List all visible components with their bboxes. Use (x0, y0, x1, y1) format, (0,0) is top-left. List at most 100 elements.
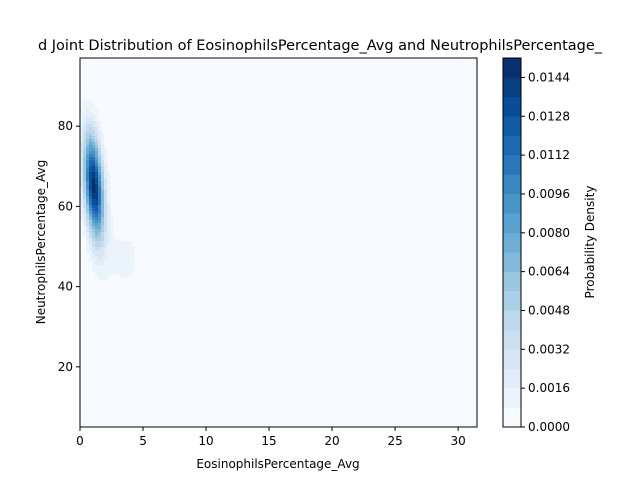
density-cell (83, 163, 87, 167)
density-cell (104, 154, 108, 158)
density-cell (89, 193, 93, 197)
density-cell (89, 256, 93, 260)
density-cell (83, 217, 87, 221)
density-cell (80, 118, 84, 122)
density-cell (83, 196, 87, 200)
density-cell (92, 205, 96, 209)
density-cell (98, 268, 102, 272)
density-cell (113, 271, 117, 275)
density-cell (95, 136, 99, 140)
density-cell (80, 211, 84, 215)
density-cell (80, 190, 84, 194)
density-cell (95, 247, 99, 251)
density-cell (95, 259, 99, 263)
density-cell (107, 172, 111, 176)
colorbar-band (503, 271, 521, 292)
density-cell (107, 223, 111, 227)
density-cell (131, 253, 135, 257)
density-cell (110, 226, 114, 230)
density-cell (95, 244, 99, 248)
density-cell (116, 271, 120, 275)
density-cell (101, 205, 105, 209)
colorbar-band (503, 349, 521, 370)
density-cell (101, 208, 105, 212)
density-cell (83, 211, 87, 215)
density-cell (89, 217, 93, 221)
density-cell (80, 157, 84, 161)
density-cell (101, 166, 105, 170)
density-cell (131, 259, 135, 263)
density-cell (122, 244, 126, 248)
density-cell (95, 271, 99, 275)
density-cell (98, 136, 102, 140)
density-cell (92, 160, 96, 164)
density-cell (83, 178, 87, 182)
density-cell (119, 241, 123, 245)
density-cell (86, 244, 90, 248)
density-cell (131, 250, 135, 254)
density-cell (101, 157, 105, 161)
density-cell (92, 154, 96, 158)
density-cell (83, 130, 87, 134)
density-cell (107, 196, 111, 200)
chart-title: d Joint Distribution of EosinophilsPerce… (38, 38, 603, 54)
density-cell (92, 241, 96, 245)
density-cell (95, 199, 99, 203)
density-cell (89, 259, 93, 263)
density-cell (107, 190, 111, 194)
density-cell (95, 268, 99, 272)
density-cell (128, 247, 132, 251)
density-cell (92, 196, 96, 200)
density-cell (116, 256, 120, 260)
density-cell (92, 184, 96, 188)
density-cell (107, 244, 111, 248)
density-cell (86, 118, 90, 122)
density-cell (101, 199, 105, 203)
density-cell (122, 253, 126, 257)
density-cell (92, 262, 96, 266)
density-cell (83, 229, 87, 233)
density-cell (104, 172, 108, 176)
density-cell (98, 253, 102, 257)
density-cell (83, 223, 87, 227)
density-cell (86, 163, 90, 167)
density-cell (83, 208, 87, 212)
density-cell (104, 271, 108, 275)
density-cell (80, 178, 84, 182)
density-cell (92, 259, 96, 263)
density-cell (98, 265, 102, 269)
density-cell (104, 244, 108, 248)
density-cell (104, 229, 108, 233)
density-cell (89, 157, 93, 161)
density-cell (80, 154, 84, 158)
density-cell (89, 106, 93, 110)
density-cell (104, 196, 108, 200)
density-cell (104, 178, 108, 182)
density-cell (107, 181, 111, 185)
density-cell (119, 268, 123, 272)
density-cell (104, 151, 108, 155)
density-cell (98, 154, 102, 158)
density-cell (101, 220, 105, 224)
density-cell (107, 205, 111, 209)
density-cell (95, 121, 99, 125)
density-cell (101, 265, 105, 269)
density-cell (116, 250, 120, 254)
density-cell (104, 199, 108, 203)
density-cell (98, 250, 102, 254)
density-cell (89, 220, 93, 224)
density-cell (104, 253, 108, 257)
density-cell (83, 166, 87, 170)
density-cell (89, 166, 93, 170)
density-cell (107, 220, 111, 224)
density-cell (80, 115, 84, 119)
density-cell (104, 259, 108, 263)
density-cell (86, 178, 90, 182)
density-cell (101, 238, 105, 242)
density-cell (110, 259, 114, 263)
density-cell (107, 259, 111, 263)
density-cell (98, 217, 102, 221)
density-cell (80, 145, 84, 149)
density-cell (89, 223, 93, 227)
colorbar-tick-label: 0.0000 (528, 420, 570, 434)
